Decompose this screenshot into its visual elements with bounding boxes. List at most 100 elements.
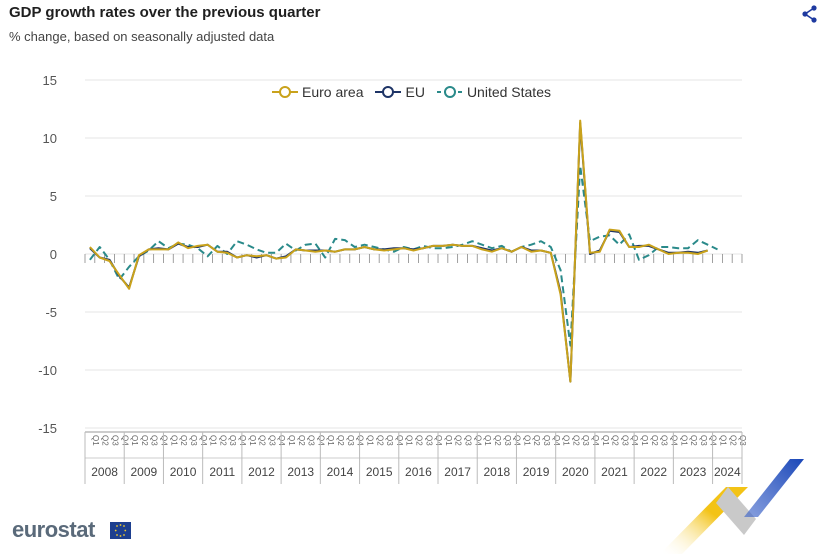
x-quarter-label: Q2	[689, 435, 698, 446]
eurostat-logo: eurostat	[12, 517, 95, 542]
x-quarter-label: Q1	[601, 435, 610, 446]
x-quarter-label: Q1	[365, 435, 374, 446]
legend-label-united-states: United States	[466, 84, 551, 100]
x-quarter-label: Q1	[326, 435, 335, 446]
x-quarter-label: Q2	[650, 435, 659, 446]
x-quarter-label: Q4	[513, 435, 522, 446]
x-quarter-label: Q4	[434, 435, 443, 446]
x-year-label: 2014	[327, 465, 354, 479]
x-year-label: 2024	[714, 465, 741, 479]
x-quarter-label: Q3	[581, 435, 590, 446]
x-quarter-label: Q4	[160, 435, 169, 446]
x-year-label: 2009	[130, 465, 157, 479]
legend-label-euro-area: Euro area	[302, 84, 364, 100]
x-quarter-label: Q2	[454, 435, 463, 446]
x-quarter-label: Q2	[611, 435, 620, 446]
x-quarter-label: Q3	[424, 435, 433, 446]
x-year-label: 2016	[405, 465, 432, 479]
y-tick-label: -15	[38, 421, 57, 436]
series-line-euro-area	[89, 119, 709, 383]
legend-marker-euro-area	[272, 86, 298, 98]
x-quarter-label: Q2	[415, 435, 424, 446]
y-tick-label: 0	[50, 247, 57, 262]
legend-marker-eu	[375, 86, 402, 98]
x-quarter-label: Q1	[444, 435, 453, 446]
x-quarter-label: Q1	[405, 435, 414, 446]
chart-subtitle: % change, based on seasonally adjusted d…	[9, 29, 275, 44]
x-year-label: 2021	[601, 465, 628, 479]
x-quarter-label: Q4	[669, 435, 678, 446]
x-year-label: 2015	[366, 465, 393, 479]
legend-item-euro-area[interactable]: Euro area	[272, 84, 363, 100]
x-quarter-label: Q3	[267, 435, 276, 446]
x-quarter-label: Q3	[464, 435, 473, 446]
x-quarter-label: Q1	[130, 435, 139, 446]
x-quarter-label: Q2	[336, 435, 345, 446]
x-quarter-label: Q1	[522, 435, 531, 446]
x-quarter-label: Q4	[277, 435, 286, 446]
x-quarter-label: Q2	[218, 435, 227, 446]
x-quarter-label: Q2	[258, 435, 267, 446]
x-quarter-label: Q3	[385, 435, 394, 446]
x-quarter-label: Q2	[297, 435, 306, 446]
share-icon[interactable]	[800, 4, 820, 24]
x-quarter-label: Q3	[228, 435, 237, 446]
x-year-label: 2019	[523, 465, 550, 479]
x-quarter-label: Q1	[91, 435, 100, 446]
x-quarter-label: Q4	[120, 435, 129, 446]
x-quarter-label: Q1	[169, 435, 178, 446]
x-quarter-label: Q4	[356, 435, 365, 446]
x-quarter-label: Q2	[101, 435, 110, 446]
x-quarter-label: Q2	[532, 435, 541, 446]
x-year-label: 2023	[680, 465, 707, 479]
y-tick-label: -5	[45, 305, 57, 320]
x-quarter-label: Q2	[179, 435, 188, 446]
chart-legend: Euro area EU United States	[272, 82, 551, 102]
x-year-label: 2017	[444, 465, 471, 479]
x-year-label: 2008	[91, 465, 118, 479]
legend-marker-united-states	[436, 86, 463, 98]
legend-item-united-states[interactable]: United States	[436, 84, 551, 100]
x-quarter-label: Q1	[483, 435, 492, 446]
x-quarter-label: Q2	[493, 435, 502, 446]
chart-title: GDP growth rates over the previous quart…	[9, 4, 321, 21]
x-year-label: 2010	[170, 465, 197, 479]
x-quarter-label: Q1	[640, 435, 649, 446]
decorative-stripes	[660, 459, 804, 554]
x-quarter-label: Q4	[238, 435, 247, 446]
x-year-label: 2018	[483, 465, 510, 479]
x-quarter-label: Q1	[718, 435, 727, 446]
x-quarter-label: Q4	[199, 435, 208, 446]
x-quarter-label: Q4	[552, 435, 561, 446]
y-tick-label: -10	[38, 363, 57, 378]
x-year-label: 2011	[209, 465, 235, 479]
x-quarter-label: Q3	[307, 435, 316, 446]
x-quarter-label: Q4	[473, 435, 482, 446]
series-line-united-states	[89, 164, 718, 347]
x-year-label: 2012	[248, 465, 275, 479]
x-quarter-label: Q2	[375, 435, 384, 446]
y-tick-label: 15	[43, 73, 57, 88]
x-quarter-label: Q1	[248, 435, 257, 446]
x-quarter-label: Q3	[150, 435, 159, 446]
legend-item-eu[interactable]: EU	[375, 84, 425, 100]
x-quarter-label: Q2	[728, 435, 737, 446]
x-quarter-label: Q1	[209, 435, 218, 446]
x-quarter-label: Q3	[542, 435, 551, 446]
x-quarter-label: Q3	[346, 435, 355, 446]
eu-flag-icon	[110, 522, 131, 539]
x-quarter-label: Q4	[709, 435, 718, 446]
x-quarter-label: Q2	[571, 435, 580, 446]
x-quarter-label: Q3	[111, 435, 120, 446]
x-quarter-label: Q1	[562, 435, 571, 446]
x-quarter-label: Q1	[679, 435, 688, 446]
y-tick-label: 5	[50, 189, 57, 204]
x-year-label: 2020	[562, 465, 589, 479]
x-quarter-label: Q3	[189, 435, 198, 446]
x-quarter-label: Q1	[287, 435, 296, 446]
x-year-label: 2013	[287, 465, 314, 479]
legend-label-eu: EU	[405, 84, 425, 100]
x-quarter-label: Q3	[660, 435, 669, 446]
x-quarter-label: Q2	[140, 435, 149, 446]
x-quarter-label: Q3	[620, 435, 629, 446]
